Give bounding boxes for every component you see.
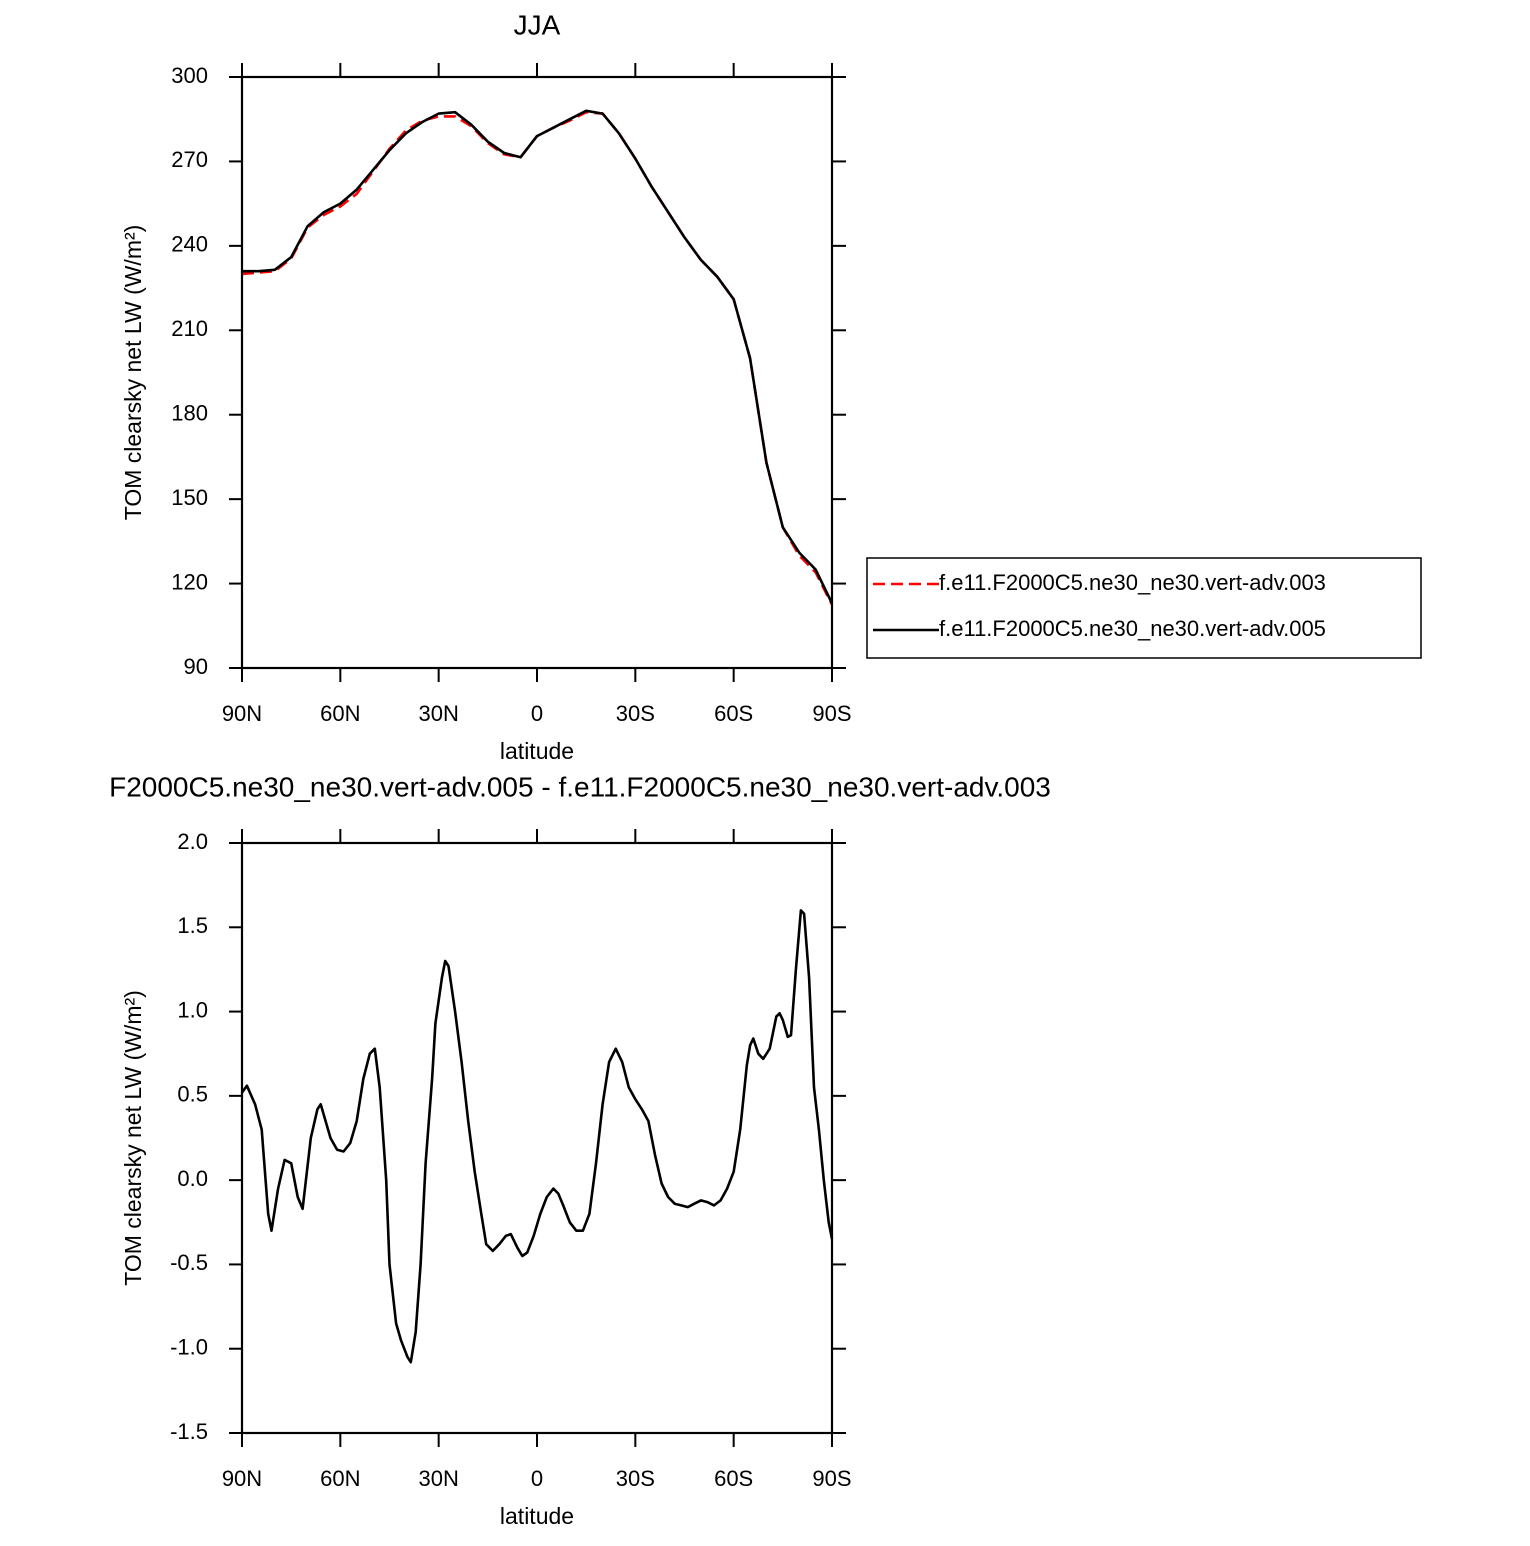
y-tick-label: 1.0 [177,997,208,1022]
x-tick-label: 90N [222,701,262,726]
y-tick-label: -1.5 [170,1419,208,1444]
y-tick-label: 150 [171,485,208,510]
x-tick-label: 0 [531,701,543,726]
legend-label: f.e11.F2000C5.ne30_ne30.vert-adv.003 [939,570,1326,595]
x-axis-label: latitude [500,1503,574,1529]
plot-frame [240,841,834,1435]
x-tick-label: 60S [714,701,753,726]
y-tick-label: 2.0 [177,829,208,854]
y-tick-label: 1.5 [177,913,208,938]
chart-title: JJA [514,9,561,40]
x-tick-label: 90S [812,1466,851,1491]
y-tick-label: 270 [171,147,208,172]
y-tick-label: -1.0 [170,1335,208,1360]
data-line [241,110,834,606]
y-tick-label: 0.0 [177,1166,208,1191]
legend-label: f.e11.F2000C5.ne30_ne30.vert-adv.005 [939,616,1326,641]
x-tick-label: 90S [812,701,851,726]
x-tick-label: 0 [531,1466,543,1491]
plot-frame [240,75,834,670]
y-tick-label: 180 [171,401,208,426]
x-tick-label: 60N [320,1466,360,1491]
chart-title: F2000C5.ne30_ne30.vert-adv.005 - f.e11.F… [109,771,1051,802]
y-axis-label: TOM clearsky net LW (W/m²) [120,990,146,1286]
x-tick-label: 30S [616,1466,655,1491]
x-tick-label: 60S [714,1466,753,1491]
y-tick-label: 120 [171,569,208,594]
x-tick-label: 30S [616,701,655,726]
data-line [242,109,834,604]
y-axis-label: TOM clearsky net LW (W/m²) [120,225,146,521]
data-line [240,909,834,1364]
y-tick-label: -0.5 [170,1250,208,1275]
x-tick-label: 90N [222,1466,262,1491]
y-tick-label: 210 [171,316,208,341]
legend-box [866,557,1422,659]
x-tick-label: 30N [418,1466,458,1491]
x-axis-label: latitude [500,738,574,764]
y-tick-label: 240 [171,232,208,257]
x-tick-label: 30N [418,701,458,726]
y-tick-label: 300 [171,63,208,88]
y-tick-label: 90 [184,654,208,679]
x-tick-label: 60N [320,701,360,726]
y-tick-label: 0.5 [177,1082,208,1107]
